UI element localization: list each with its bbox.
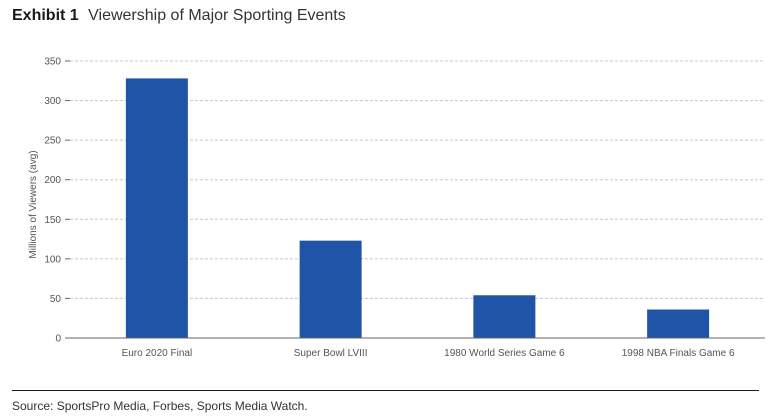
y-tick-label: 250 <box>44 136 61 147</box>
x-tick-label: 1980 World Series Game 6 <box>444 348 565 359</box>
y-tick-label: 100 <box>44 254 61 265</box>
y-tick-label: 150 <box>44 215 61 226</box>
x-tick-label: Super Bowl LVIII <box>294 348 368 359</box>
y-tick-label: 50 <box>50 294 62 305</box>
bar <box>473 295 536 338</box>
bar-chart: 0 50 100 150 200 250 300 350 Euro 2020 Final Supe… <box>28 57 765 359</box>
bar <box>299 240 362 338</box>
x-tick-label: 1998 NBA Finals Game 6 <box>622 348 735 359</box>
bars <box>125 78 710 338</box>
source-note: Source: SportsPro Media, Forbes, Sports … <box>12 399 308 413</box>
chart-title: Viewership of Major Sporting Events <box>88 7 346 24</box>
y-tick-label: 300 <box>44 96 61 107</box>
chart-header: Exhibit 1 Viewership of Major Sporting E… <box>12 7 346 25</box>
exhibit-label: Exhibit 1 <box>12 7 79 24</box>
bar <box>647 309 710 338</box>
y-axis-label: Millions of Viewers (avg) <box>28 150 39 258</box>
y-tick-label: 0 <box>55 334 61 345</box>
y-tick-label: 350 <box>44 57 61 68</box>
source-divider <box>12 390 759 391</box>
x-tick-label: Euro 2020 Final <box>122 348 193 359</box>
bar <box>125 78 188 338</box>
axes: 0 50 100 150 200 250 300 350 Euro 2020 Final Supe… <box>44 57 765 359</box>
y-tick-label: 200 <box>44 175 61 186</box>
